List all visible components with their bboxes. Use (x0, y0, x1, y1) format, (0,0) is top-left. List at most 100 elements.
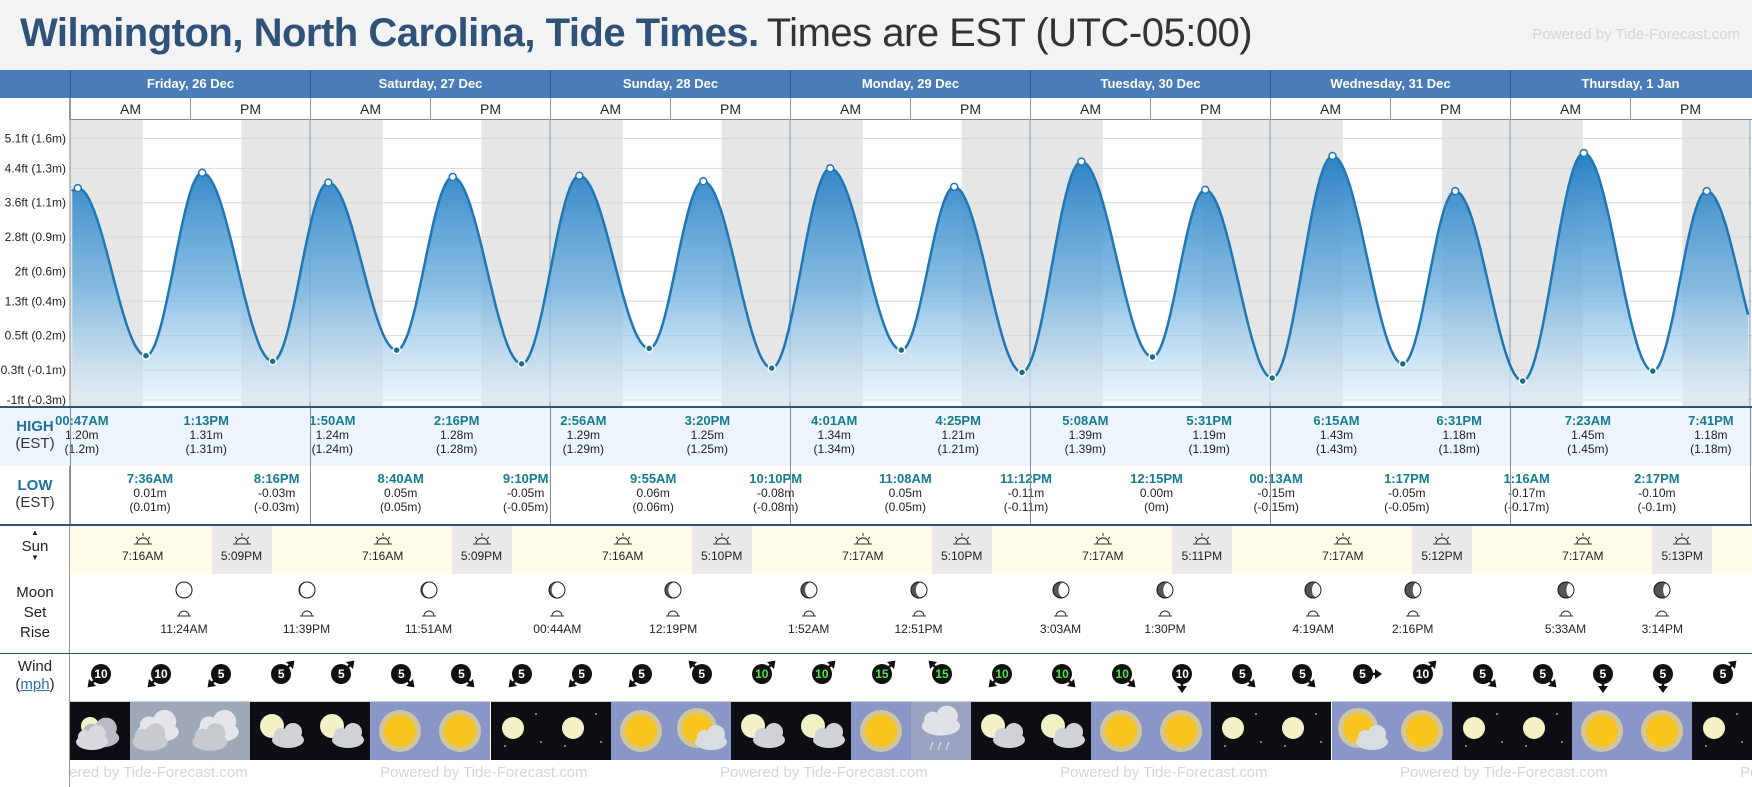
moon-phase-icon (277, 580, 337, 603)
wind-entry: 5 (1271, 655, 1331, 701)
weather-cloudy-icon (130, 702, 191, 760)
y-tick-label: -0.3ft (-0.1m) (0, 363, 66, 377)
low-tide-entry: 7:36AM 0.01m (0.01m) (120, 472, 180, 515)
weather-clear-night-icon (550, 702, 611, 760)
high-tide-entry: 4:01AM 1.34m (1.34m) (804, 414, 864, 457)
ampm-row: AM PM AM PM AM PM AM PM AM PM AM PM AM PM (70, 98, 1752, 120)
low-tide-height: -0.03m (257, 486, 296, 500)
high-tide-height: 1.19m (1192, 428, 1226, 442)
y-tick-label: 1.3ft (0.4m) (5, 294, 66, 308)
day-label: Thursday, 1 Jan (1510, 70, 1750, 98)
low-tide-time: 11:12PM (999, 471, 1053, 486)
high-tide-point (1077, 157, 1086, 166)
wind-entry: 5 (1572, 655, 1632, 701)
moon-phase-icon (1135, 580, 1195, 603)
moon-phase-icon (779, 580, 839, 603)
wind-row: 10 10 5 5 5 5 5 5 5 5 5 10 10 15 15 10 10 10 10 5 5 5 10 5 5 5 5 5 (70, 655, 1752, 701)
table-day-separator (550, 408, 551, 524)
moonrise-icon (889, 607, 949, 622)
moon-entry: 5:33AM (1536, 580, 1596, 636)
powered-by-watermark: Powered by Tide-Forecast.com (1532, 26, 1740, 43)
weather-partly-cloudy-night-icon (310, 702, 371, 760)
wind-speed-badge: 15 (932, 664, 952, 684)
low-tide-height-paren: (-0.15m) (1253, 500, 1299, 514)
page-subtitle: Times are EST (UTC-05:00) (766, 11, 1253, 55)
sunrise-icon (353, 532, 413, 549)
low-tide-entry: 11:08AM 0.05m (0.05m) (875, 471, 935, 515)
wind-entry: 5 (190, 655, 250, 701)
wind-speed-badge: 5 (211, 664, 232, 684)
weather-sunny-icon (1391, 702, 1452, 760)
high-tide-height-paren: (1.31m) (185, 442, 227, 456)
high-tide-point (575, 171, 584, 180)
day-label: Tuesday, 30 Dec (1030, 70, 1270, 98)
tide-chart: -1ft (-0.3m) -0.3ft (-0.1m) 0.5ft (0.2m) 1.… (0, 120, 1752, 408)
sunset-icon (212, 532, 272, 549)
y-tick-label: 5.1ft (1.6m) (5, 131, 66, 145)
high-tide-height: 1.31m (189, 428, 223, 442)
moon-phase-icon (1283, 580, 1343, 603)
high-tide-point (699, 177, 708, 186)
powered-by-watermark: Powered by Tide-Forecast.com (1400, 764, 1608, 781)
weather-clear-night-icon (490, 702, 551, 760)
high-tide-height-paren: (1.19m) (1188, 442, 1230, 456)
moon-entry: 12:51PM (889, 580, 949, 636)
high-tide-time: 7:23AM (1564, 413, 1611, 428)
low-tide-time: 11:08AM (878, 471, 932, 486)
moonrise-time: 1:30PM (1144, 622, 1186, 636)
high-tide-point (825, 164, 835, 173)
weather-partly-cloudy-night-icon (1031, 702, 1092, 760)
high-row-label: HIGH (EST) (0, 418, 70, 452)
low-tide-time: 8:16PM (253, 471, 300, 486)
wind-entry: 5 (1692, 655, 1752, 701)
sunset-time: 5:09PM (460, 549, 503, 563)
sunset-cell: 5:09PM (451, 526, 512, 574)
wind-entry: 5 (250, 655, 310, 701)
high-tide-time: 6:15AM (1313, 413, 1360, 428)
moonrise-time: 3:14PM (1641, 622, 1683, 636)
low-tide-entry: 2:17PM -0.10m (-0.1m) (1627, 472, 1687, 515)
moonrise-time: 2:16PM (1392, 622, 1434, 636)
wind-speed-badge: 15 (871, 664, 892, 684)
wind-entry: 10 (971, 655, 1031, 701)
high-tide-height-paren: (1.21m) (937, 442, 979, 456)
moonrise-icon (399, 607, 459, 622)
powered-by-watermark: Powered by Tide-Forecast.com (720, 764, 928, 781)
wind-entry: 5 (1512, 655, 1572, 701)
wind-speed-badge: 5 (1232, 664, 1253, 684)
high-tide-height: 1.21m (941, 428, 975, 442)
wind-entry: 5 (1452, 655, 1512, 701)
wind-entry: 5 (671, 655, 731, 701)
sunrise-icon (113, 532, 173, 549)
mph-unit-link[interactable]: mph (20, 676, 50, 693)
moon-phase-icon (1383, 580, 1443, 603)
wind-entry: 5 (551, 655, 611, 701)
am-label: AM (1030, 98, 1150, 120)
weather-sunny-icon (610, 702, 671, 760)
sunset-cell: 5:09PM (211, 526, 272, 574)
wind-speed-badge: 5 (1652, 664, 1673, 684)
high-tide-point (1702, 186, 1712, 196)
moonrise-icon (527, 607, 587, 622)
weather-partly-cloudy-night-icon (790, 702, 851, 760)
moon-entry: 11:39PM (277, 580, 337, 636)
high-label-bg (0, 408, 70, 466)
wind-entry: 10 (70, 655, 130, 701)
high-tide-row: 00:47AM 1.20m (1.2m) 1:13PM 1.31m (1.31m) 1:50… (55, 408, 1752, 466)
weather-cloudy-icon (190, 702, 251, 760)
high-tide-time: 1:13PM (183, 413, 229, 428)
am-label: AM (310, 98, 430, 120)
low-tide-height-paren: (0.05m) (884, 500, 926, 514)
low-tide-height-paren: (0m) (1144, 500, 1169, 514)
high-tide-point (197, 168, 207, 177)
high-tide-time: 6:31PM (1436, 413, 1482, 428)
high-tide-entry: 1:50AM 1.24m (1.24m) (302, 414, 362, 457)
moonrise-time: 12:19PM (649, 622, 698, 636)
wind-entry: 5 (430, 655, 490, 701)
high-tide-entry: 00:47AM 1.20m (1.2m) (52, 414, 112, 457)
low-tide-point (1148, 352, 1157, 362)
wind-speed-badge: 10 (151, 664, 172, 684)
high-tide-height-paren: (1.2m) (64, 442, 100, 456)
moonrise-icon (1632, 607, 1692, 622)
am-label: AM (550, 98, 670, 120)
